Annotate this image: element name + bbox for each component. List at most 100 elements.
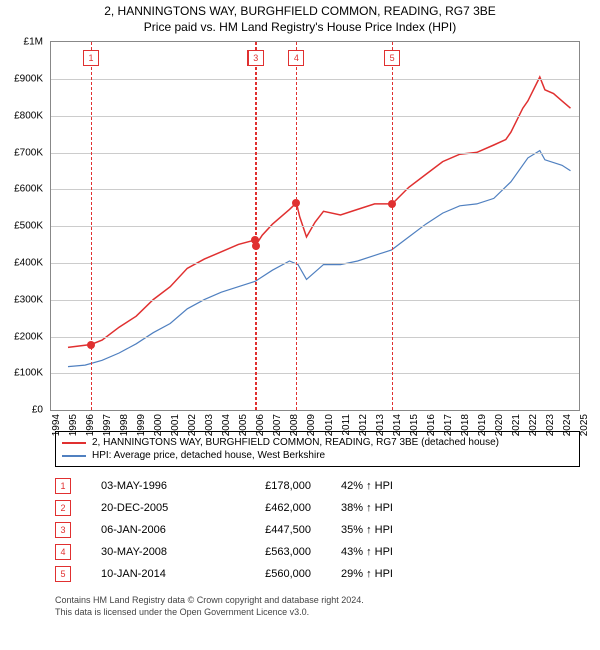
x-axis-label: 1996	[85, 414, 96, 436]
x-axis-label: 2016	[426, 414, 437, 436]
gridline	[51, 337, 579, 338]
legend-label: 2, HANNINGTONS WAY, BURGHFIELD COMMON, R…	[92, 437, 499, 448]
legend-swatch	[62, 442, 86, 444]
x-axis-label: 2021	[511, 414, 522, 436]
gridline	[51, 79, 579, 80]
x-axis-label: 2013	[375, 414, 386, 436]
sale-price: £560,000	[231, 568, 311, 580]
chart-titles: 2, HANNINGTONS WAY, BURGHFIELD COMMON, R…	[0, 0, 600, 35]
legend-swatch	[62, 455, 86, 457]
sale-row: 4 30-MAY-2008 £563,000 43% ↑ HPI	[55, 541, 580, 563]
x-axis-label: 2002	[187, 414, 198, 436]
sale-price: £462,000	[231, 502, 311, 514]
sale-point	[292, 199, 300, 207]
sale-price: £447,500	[231, 524, 311, 536]
price-chart: £0£100K£200K£300K£400K£500K£600K£700K£80…	[50, 41, 580, 411]
x-axis-label: 2019	[477, 414, 488, 436]
x-axis-label: 2015	[409, 414, 420, 436]
legend-label: HPI: Average price, detached house, West…	[92, 450, 325, 461]
gridline	[51, 189, 579, 190]
sale-pct: 29% ↑ HPI	[341, 568, 451, 580]
sale-row: 1 03-MAY-1996 £178,000 42% ↑ HPI	[55, 475, 580, 497]
y-axis-label: £900K	[14, 73, 43, 84]
x-axis-label: 2022	[528, 414, 539, 436]
gridline	[51, 300, 579, 301]
x-axis-label: 2020	[494, 414, 505, 436]
gridline	[51, 263, 579, 264]
x-axis-label: 1994	[51, 414, 62, 436]
title-address: 2, HANNINGTONS WAY, BURGHFIELD COMMON, R…	[0, 4, 600, 20]
sale-date: 30-MAY-2008	[101, 546, 201, 558]
x-axis-label: 2024	[562, 414, 573, 436]
x-axis-label: 2011	[341, 414, 352, 436]
x-axis-label: 2000	[153, 414, 164, 436]
sale-marker-line	[392, 42, 393, 410]
gridline	[51, 373, 579, 374]
sale-marker-box: 5	[384, 50, 400, 66]
x-axis-label: 2025	[579, 414, 590, 436]
chart-footer: Contains HM Land Registry data © Crown c…	[55, 595, 580, 618]
x-axis-label: 2004	[221, 414, 232, 436]
y-axis-label: £500K	[14, 221, 43, 232]
sale-number: 1	[55, 478, 71, 494]
x-axis-label: 1995	[68, 414, 79, 436]
sale-row: 3 06-JAN-2006 £447,500 35% ↑ HPI	[55, 519, 580, 541]
x-axis-label: 2023	[545, 414, 556, 436]
x-axis-label: 2008	[289, 414, 300, 436]
x-axis-label: 2012	[358, 414, 369, 436]
sales-table: 1 03-MAY-1996 £178,000 42% ↑ HPI 2 20-DEC-200…	[55, 475, 580, 585]
y-axis-label: £300K	[14, 294, 43, 305]
sale-number: 4	[55, 544, 71, 560]
sale-price: £178,000	[231, 480, 311, 492]
sale-pct: 35% ↑ HPI	[341, 524, 451, 536]
sale-pct: 42% ↑ HPI	[341, 480, 451, 492]
y-axis-label: £800K	[14, 110, 43, 121]
sale-marker-line	[256, 42, 257, 410]
x-axis-label: 2014	[392, 414, 403, 436]
sale-row: 510-JAN-2014£560,00029% ↑ HPI	[55, 563, 580, 585]
y-axis-label: £700K	[14, 147, 43, 158]
sale-pct: 38% ↑ HPI	[341, 502, 451, 514]
sale-date: 20-DEC-2005	[101, 502, 201, 514]
sale-point	[252, 242, 260, 250]
x-axis-label: 1997	[102, 414, 113, 436]
y-axis-label: £0	[32, 405, 43, 416]
y-axis-label: £100K	[14, 368, 43, 379]
sale-point	[87, 341, 95, 349]
chart-legend: 2, HANNINGTONS WAY, BURGHFIELD COMMON, R…	[55, 431, 580, 467]
legend-item: HPI: Average price, detached house, West…	[62, 449, 573, 462]
sale-number: 3	[55, 522, 71, 538]
sale-date: 03-MAY-1996	[101, 480, 201, 492]
x-axis-label: 2018	[460, 414, 471, 436]
gridline	[51, 153, 579, 154]
title-subtitle: Price paid vs. HM Land Registry's House …	[0, 20, 600, 36]
sale-row: 2 20-DEC-2005 £462,000 38% ↑ HPI	[55, 497, 580, 519]
sale-price: £563,000	[231, 546, 311, 558]
x-axis-label: 2005	[238, 414, 249, 436]
sale-marker-line	[91, 42, 92, 410]
sale-marker-box: 4	[288, 50, 304, 66]
sale-marker-box: 3	[248, 50, 264, 66]
x-axis-label: 2010	[324, 414, 335, 436]
sale-marker-box: 1	[83, 50, 99, 66]
x-axis-label: 1999	[136, 414, 147, 436]
sale-date: 06-JAN-2006	[101, 524, 201, 536]
sale-pct: 43% ↑ HPI	[341, 546, 451, 558]
x-axis-label: 2007	[272, 414, 283, 436]
footer-licence: This data is licensed under the Open Gov…	[55, 607, 580, 619]
footer-copyright: Contains HM Land Registry data © Crown c…	[55, 595, 580, 607]
sale-point	[388, 200, 396, 208]
y-axis-label: £400K	[14, 257, 43, 268]
sale-date: 10-JAN-2014	[101, 568, 201, 580]
x-axis-label: 2017	[443, 414, 454, 436]
y-axis-label: £200K	[14, 331, 43, 342]
series-property	[68, 77, 571, 347]
y-axis-label: £1M	[24, 37, 43, 48]
sale-number: 2	[55, 500, 71, 516]
legend-item: 2, HANNINGTONS WAY, BURGHFIELD COMMON, R…	[62, 436, 573, 449]
gridline	[51, 116, 579, 117]
x-axis-label: 1998	[119, 414, 130, 436]
series-hpi	[68, 151, 571, 367]
sale-marker-line	[296, 42, 297, 410]
x-axis-label: 2003	[204, 414, 215, 436]
